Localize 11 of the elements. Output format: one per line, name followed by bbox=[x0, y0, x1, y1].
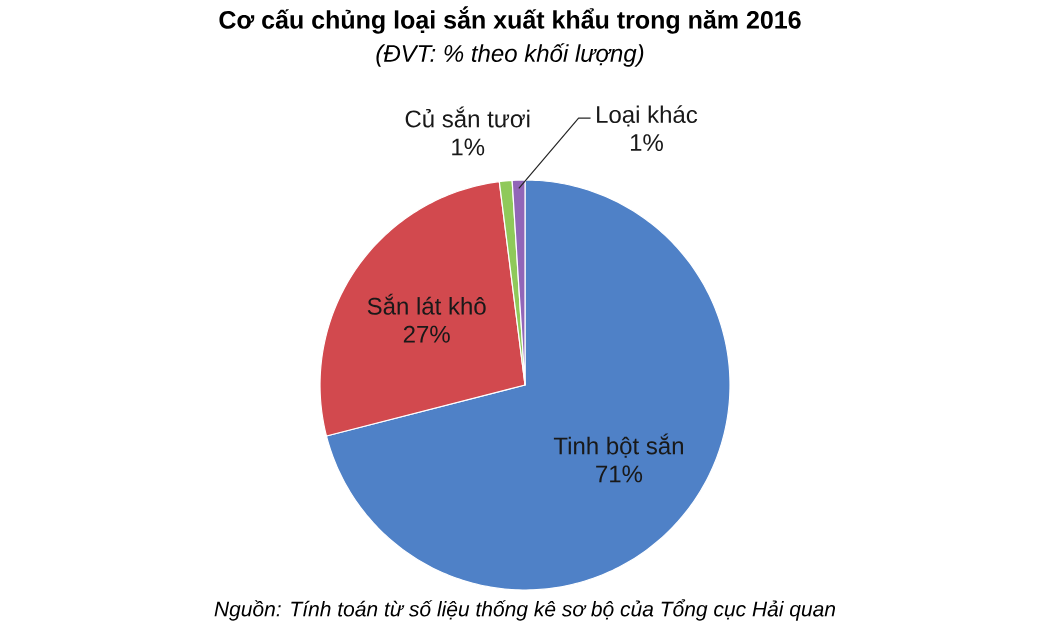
data-label: 1% bbox=[630, 134, 663, 151]
data-label: 27% bbox=[403, 325, 450, 343]
chart-subtitle: (ĐVT: % theo khối lượng) bbox=[376, 43, 644, 67]
data-label: 1% bbox=[452, 138, 485, 156]
slice-label: Loại khác bbox=[597, 105, 698, 127]
slice-label: Tinh bột sắn bbox=[553, 433, 683, 458]
slice-label: Củ sắn tươi bbox=[405, 106, 530, 128]
data-label: 71% bbox=[596, 465, 643, 483]
chart-title: Cơ cấu chủng loại sắn xuất khẩu trong năm 2016 bbox=[219, 6, 801, 34]
text: Nguồn: Tính toán từ số liệu thống kê sơ bộ của Tổng cục Hải quan bbox=[214, 599, 836, 621]
slice-label: Sắn lát khô bbox=[367, 293, 486, 315]
